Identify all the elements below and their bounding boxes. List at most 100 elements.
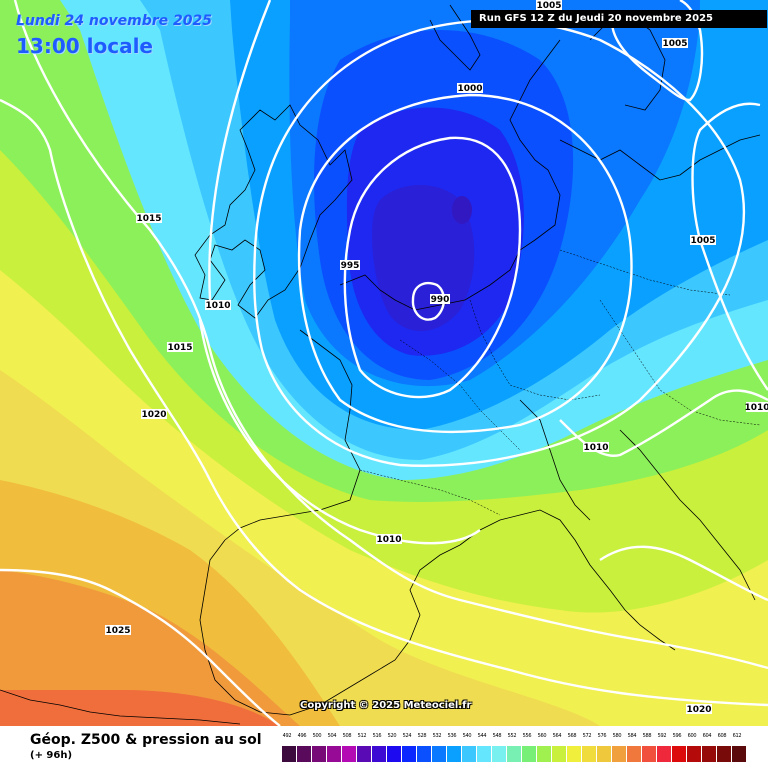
scale-swatch	[552, 746, 567, 762]
scale-label: 508	[342, 733, 352, 739]
baltic-coast	[559, 134, 761, 181]
border-4	[599, 299, 761, 426]
scale-swatch	[702, 746, 717, 762]
borders	[359, 249, 761, 516]
scale-label: 600	[687, 733, 697, 739]
scale-swatch	[282, 746, 297, 762]
svg-text:1005: 1005	[690, 236, 715, 246]
border-5	[559, 249, 731, 296]
forecast-date: Lundi 24 novembre 2025	[16, 13, 212, 29]
scale-label: 584	[627, 733, 637, 739]
color-scale: 492 496 500 504 508 512 516 520 524 528 532 536 540 5…	[282, 733, 748, 762]
forecast-time: 13:00 locale	[16, 34, 153, 58]
scale-label: 608	[717, 733, 727, 739]
scale-swatch	[687, 746, 702, 762]
pressure-label-990: 990	[430, 294, 450, 305]
scale-swatch	[717, 746, 732, 762]
pressure-label-1005-e: 1005	[690, 235, 716, 246]
weather-map: 1005 1005 1000 1005 1015 995 990 1010 10…	[0, 0, 768, 726]
isobar-1000	[297, 93, 633, 434]
scale-label: 552	[507, 733, 517, 739]
pressure-label-995: 995	[340, 260, 360, 271]
forecast-lead-time: (+ 96h)	[30, 750, 73, 761]
svg-text:1015: 1015	[136, 214, 161, 224]
scale-swatch	[732, 746, 747, 762]
scale-swatch	[297, 746, 312, 762]
scale-label: 596	[672, 733, 682, 739]
pressure-label-1010-w: 1010	[205, 300, 231, 311]
scale-label: 576	[597, 733, 607, 739]
svg-text:1010: 1010	[583, 443, 608, 453]
isobar-1020	[0, 98, 768, 707]
scale-label: 604	[702, 733, 712, 739]
copyright-notice: Copyright © 2025 Meteociel.fr	[300, 700, 472, 711]
svg-text:1000: 1000	[457, 84, 482, 94]
pressure-label-1020-se: 1020	[686, 704, 712, 715]
pressure-label-1005-ne: 1005	[662, 38, 688, 49]
scale-label: 496	[297, 733, 307, 739]
scale-swatch	[477, 746, 492, 762]
scale-label: 592	[657, 733, 667, 739]
scale-swatch	[627, 746, 642, 762]
scale-label: 532	[432, 733, 442, 739]
scale-label: 500	[312, 733, 322, 739]
scale-label: 564	[552, 733, 562, 739]
scale-swatch	[417, 746, 432, 762]
scale-swatch	[507, 746, 522, 762]
svg-text:1010: 1010	[205, 301, 230, 311]
svg-text:995: 995	[341, 261, 360, 271]
svg-text:990: 990	[431, 295, 450, 305]
iberia-outline	[199, 539, 461, 716]
scale-label: 492	[282, 733, 292, 739]
pressure-label-1010-s: 1010	[376, 534, 402, 545]
scale-label: 580	[612, 733, 622, 739]
scale-swatch	[597, 746, 612, 762]
scale-swatch	[357, 746, 372, 762]
svg-text:1010: 1010	[376, 535, 401, 545]
pressure-label-1020-w: 1020	[141, 409, 167, 420]
scale-label: 516	[372, 733, 382, 739]
scale-label: 568	[567, 733, 577, 739]
north-africa-coast	[0, 689, 241, 725]
scale-swatch	[372, 746, 387, 762]
scale-swatch	[522, 746, 537, 762]
svg-text:1020: 1020	[141, 410, 166, 420]
scale-label: 560	[537, 733, 547, 739]
isobar-1015	[13, 0, 768, 670]
svg-text:1010: 1010	[744, 403, 768, 413]
run-info-banner: Run GFS 12 Z du Jeudi 20 novembre 2025	[471, 10, 767, 28]
scale-swatch	[462, 746, 477, 762]
pressure-label-1000: 1000	[457, 83, 483, 94]
scale-swatch	[672, 746, 687, 762]
border-3	[359, 469, 501, 516]
scale-label: 504	[327, 733, 337, 739]
scale-label: 556	[522, 733, 532, 739]
scale-label: 572	[582, 733, 592, 739]
scale-label: 524	[402, 733, 412, 739]
scale-swatch	[447, 746, 462, 762]
scale-label: 548	[492, 733, 502, 739]
scale-swatch	[327, 746, 342, 762]
scale-swatch	[342, 746, 357, 762]
map-title: Géop. Z500 & pression au sol	[30, 732, 262, 748]
border-2	[469, 299, 601, 401]
scale-swatch	[537, 746, 552, 762]
pressure-label-1010-e: 1010	[744, 402, 768, 413]
scale-label: 512	[357, 733, 367, 739]
isobar-1005	[253, 19, 746, 467]
pressure-label-1015-sw: 1015	[167, 342, 193, 353]
pressure-label-1010-c: 1010	[583, 442, 609, 453]
scale-swatch	[642, 746, 657, 762]
italy-outline	[519, 399, 591, 521]
scale-label: 588	[642, 733, 652, 739]
border-1	[399, 339, 521, 451]
scale-swatch	[612, 746, 627, 762]
svg-text:1025: 1025	[105, 626, 130, 636]
isobar-1025	[0, 568, 281, 726]
scale-swatch	[312, 746, 327, 762]
scale-swatch	[582, 746, 597, 762]
pressure-label-1025: 1025	[105, 625, 131, 636]
scale-label: 528	[417, 733, 427, 739]
continent-north-coast	[339, 39, 561, 311]
pressure-label-1005-top: 1005	[536, 0, 562, 11]
